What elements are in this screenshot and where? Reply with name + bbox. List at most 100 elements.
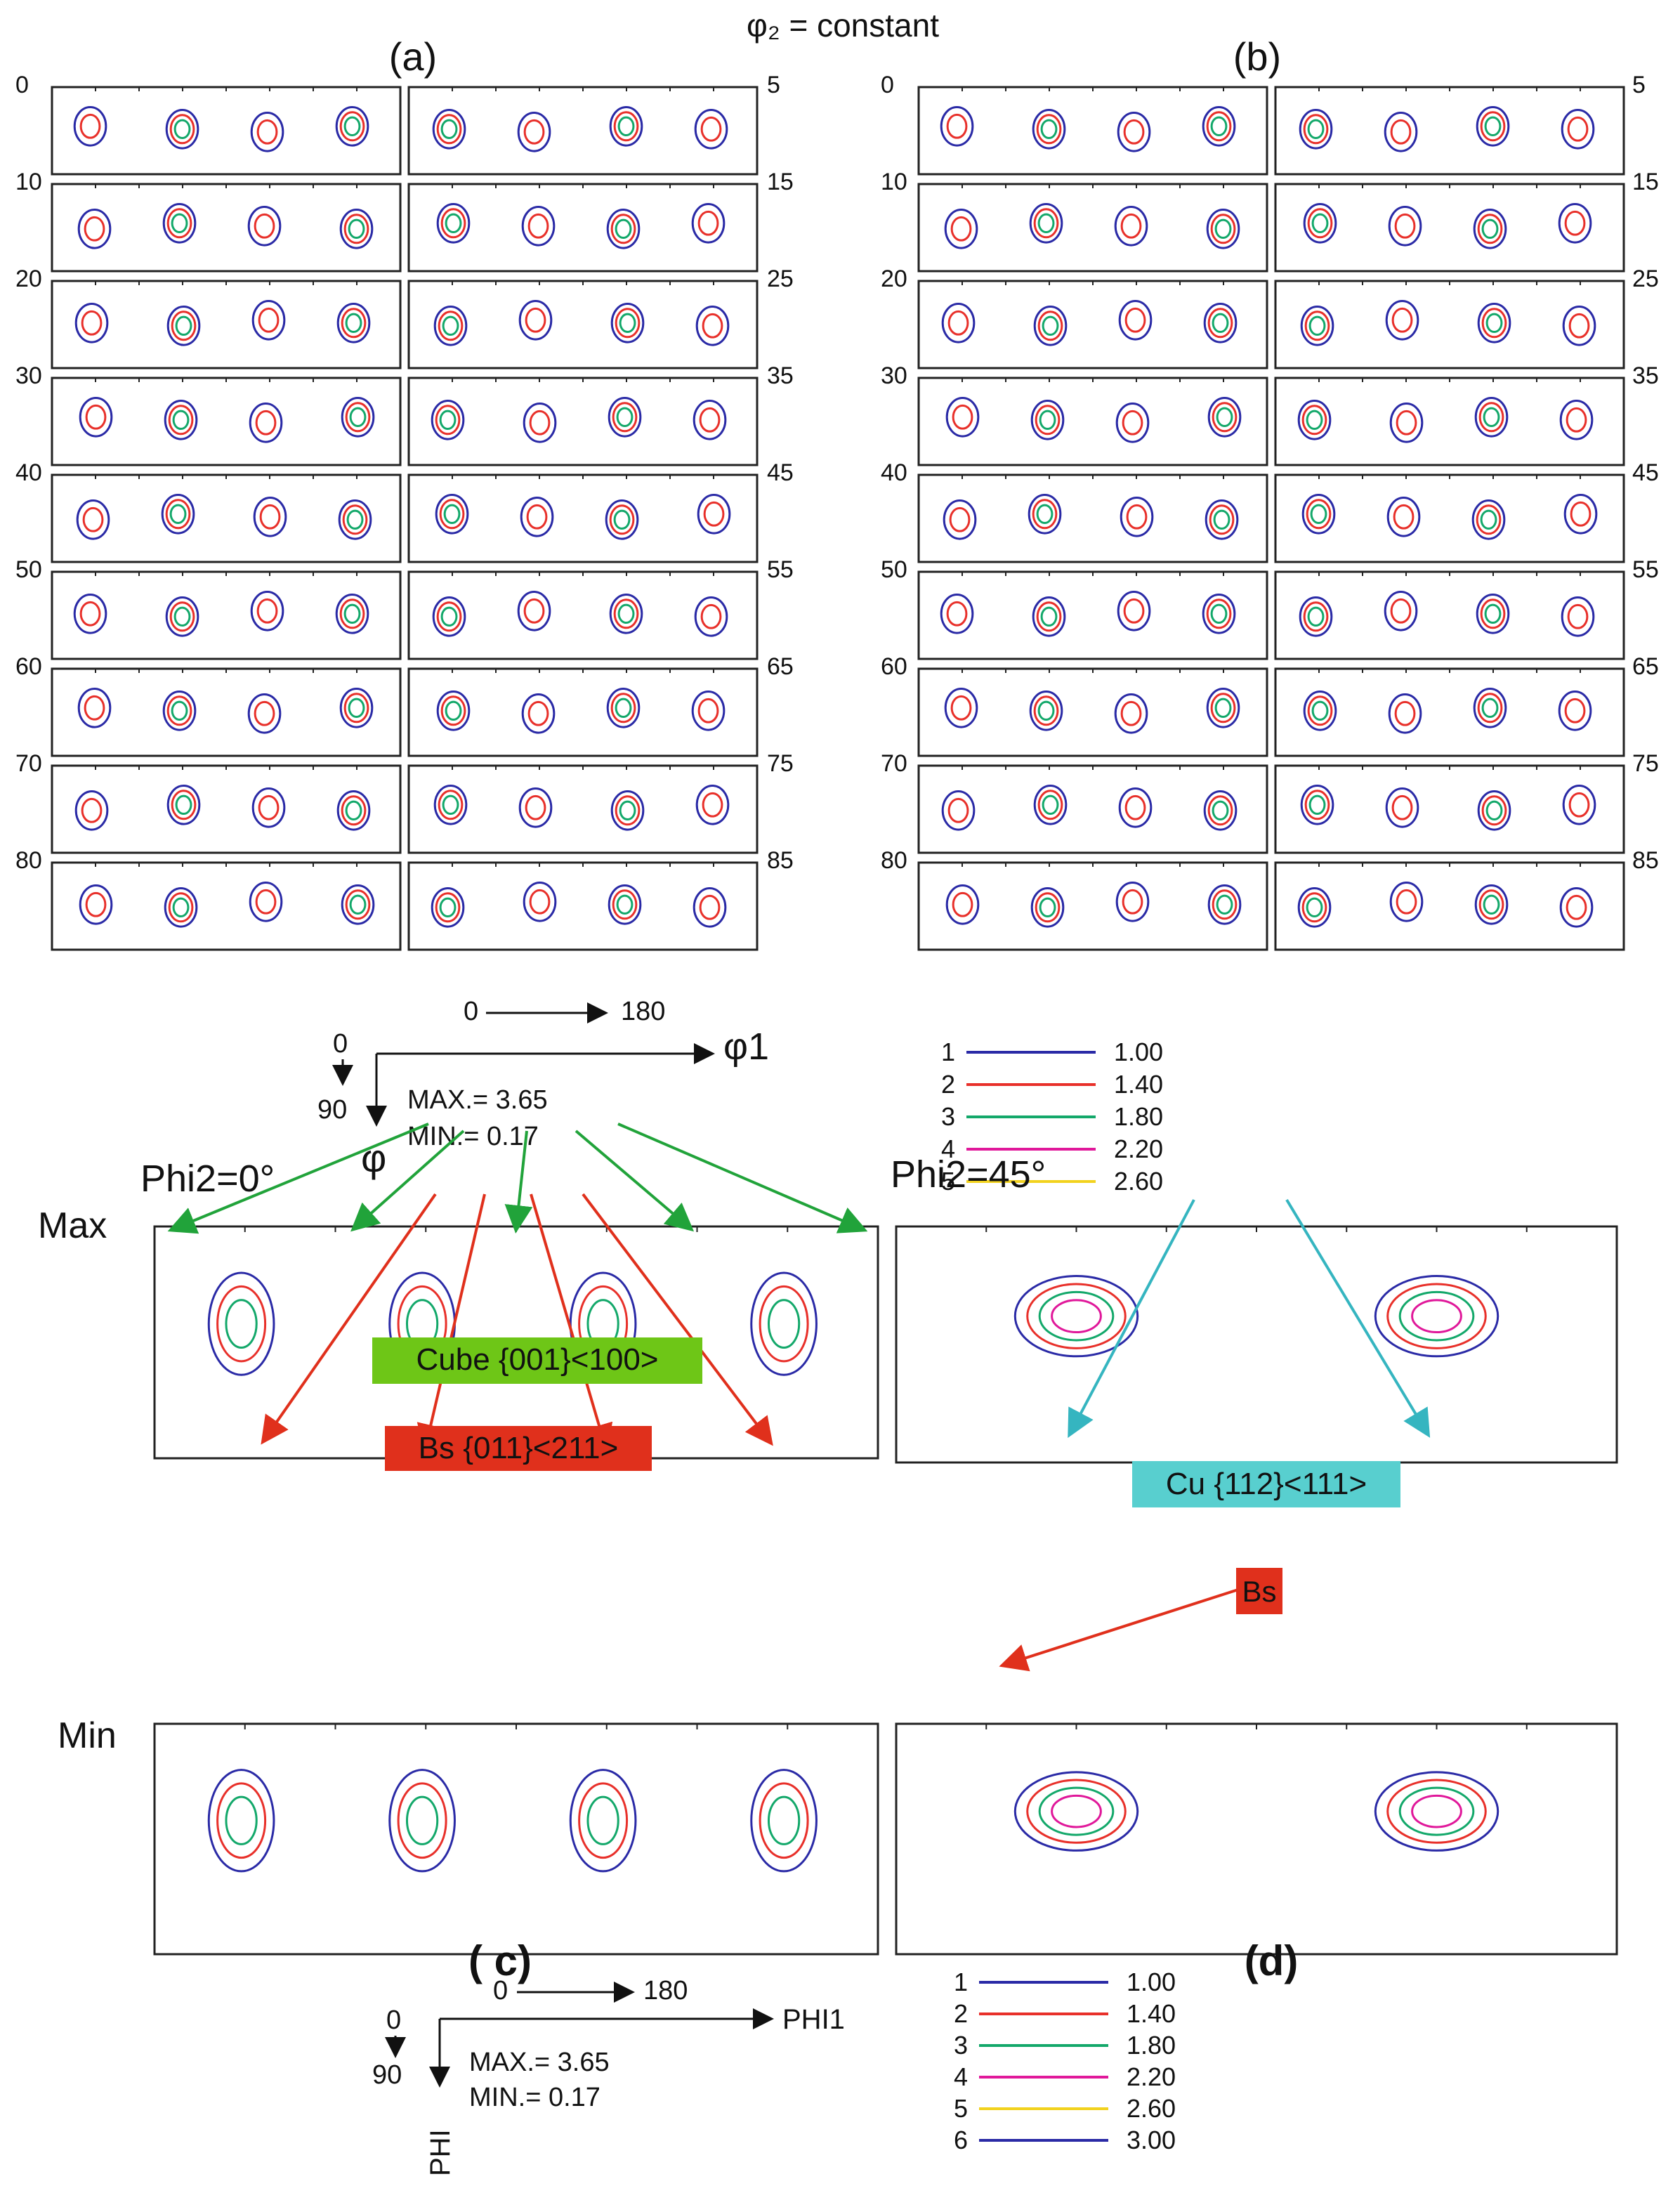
contour-line (162, 203, 197, 244)
contour-line (163, 1953, 165, 1954)
contour-line (1035, 405, 1061, 436)
contour-line (440, 119, 458, 140)
contour-line (1292, 1953, 1393, 1954)
contour-line (166, 695, 192, 726)
section-label-left: 10 (15, 169, 42, 195)
contour-line (81, 310, 103, 336)
contour-line (1030, 400, 1065, 440)
odf-section (51, 183, 402, 273)
contour-line (842, 1458, 914, 1556)
contour-line (1482, 1954, 1565, 2048)
contour-line (1411, 1794, 1462, 1828)
contour-line (1385, 300, 1419, 341)
contour-line (1480, 509, 1497, 530)
contour-line (1202, 594, 1236, 634)
contour-line (125, 1458, 184, 1538)
contour-line (1120, 213, 1142, 239)
contour-line (171, 310, 197, 341)
contour-line (1427, 87, 1451, 88)
contour-line (677, 949, 698, 950)
contour-line (1311, 1954, 1375, 2028)
contour-line (503, 949, 524, 950)
contour-line (1068, 87, 1096, 88)
contour-line (861, 1458, 894, 1503)
contour-line (680, 1226, 714, 1227)
contour-line (695, 785, 730, 825)
contour-line (79, 884, 113, 925)
cu-arrows (1068, 1198, 1431, 1439)
contour-line (433, 785, 468, 825)
contour-line (1606, 87, 1620, 88)
contour-line (526, 504, 548, 530)
contour-line (445, 700, 462, 721)
section-label-right: 85 (1632, 847, 1659, 874)
contour-line (138, 1458, 171, 1503)
legend-entry: 1 1.00 (941, 1038, 1163, 1066)
contour-line (1477, 693, 1503, 724)
contour-line (767, 1795, 801, 1845)
contour-line (1512, 87, 1540, 88)
contour-line (119, 1458, 191, 1556)
contour-line (1032, 109, 1066, 150)
contour-line (1484, 116, 1502, 137)
contour-line (1013, 1771, 1139, 1852)
contour-line (84, 216, 105, 242)
cube-arrows (167, 1123, 868, 1234)
contour-line (652, 87, 667, 88)
contour-line (848, 1644, 907, 1724)
contour-line (1038, 1290, 1115, 1342)
contour-line (1394, 213, 1416, 239)
contour-line (1474, 884, 1509, 925)
contour-line (693, 887, 727, 928)
contour-line (1035, 892, 1061, 923)
contour-line (1185, 949, 1210, 950)
contour-line (207, 1769, 275, 1873)
contour-line (1134, 1648, 1192, 1724)
contour-line (1126, 504, 1148, 530)
odf-section (51, 280, 402, 369)
contour-line (1206, 598, 1232, 629)
contour-line (1039, 897, 1056, 918)
contour-line (209, 87, 223, 88)
bs-short-bg (1236, 1568, 1282, 1614)
contour-line (1098, 949, 1123, 950)
contour-line (1117, 591, 1151, 631)
contour-line (1033, 208, 1059, 239)
contour-line (529, 410, 551, 436)
odf-section (917, 667, 1268, 757)
contour-line (1202, 106, 1236, 147)
contour-line (681, 1680, 714, 1724)
contour-line (1546, 949, 1562, 950)
contour-line (1029, 691, 1063, 731)
legend-entry: 1 1.00 (954, 1968, 1176, 1996)
contour-line (164, 400, 198, 440)
contour-line (518, 787, 553, 828)
contour-line (941, 303, 976, 343)
contour-line (1124, 307, 1146, 333)
contour-line (615, 308, 641, 339)
contour-line (529, 889, 551, 915)
contour-line (336, 790, 371, 831)
contour-line (170, 1953, 171, 1954)
contour-line (946, 113, 968, 139)
legend-index: 2 (954, 1999, 968, 2028)
contour-line (433, 306, 468, 346)
contour-line (341, 308, 367, 339)
contour-line (610, 214, 636, 244)
section-frame (407, 183, 759, 273)
contour-line (1480, 598, 1506, 629)
contour-line (1212, 313, 1229, 334)
contour-line (1570, 501, 1592, 527)
contour-line (85, 891, 107, 917)
section-label-right: 5 (767, 72, 780, 98)
contour-line (1568, 792, 1590, 818)
contour-line (119, 1627, 191, 1724)
section-label-left: 40 (15, 459, 42, 486)
contour-line (1037, 213, 1055, 234)
contour-line (615, 698, 632, 719)
contour-line (675, 949, 700, 950)
contour-line (1300, 785, 1334, 825)
cu-label-bg (1132, 1461, 1400, 1507)
contour-line (345, 800, 362, 821)
contour-line (1189, 949, 1205, 950)
